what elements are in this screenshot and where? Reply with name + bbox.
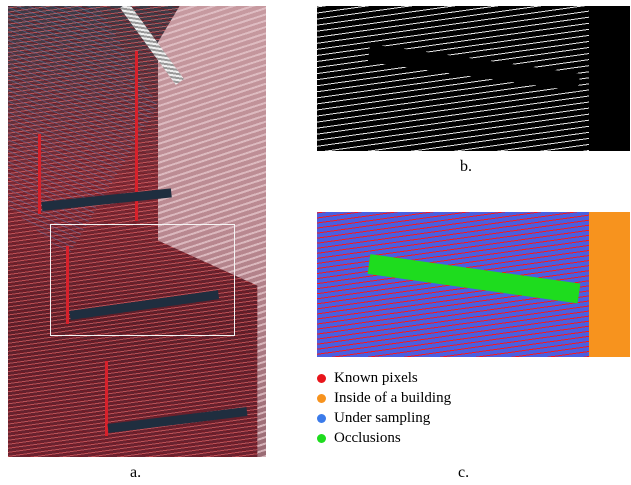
pole-3 — [66, 246, 69, 324]
legend-label: Under sampling — [334, 410, 431, 426]
selection-rectangle — [50, 224, 235, 336]
legend-item: Inside of a building — [317, 388, 451, 408]
caption-a: a. — [130, 464, 142, 481]
legend-dot-occlusions — [317, 433, 326, 443]
binary-mask-image — [317, 6, 630, 151]
legend-dot-known — [317, 373, 326, 383]
pole-2 — [135, 51, 138, 221]
pole-shadow-3 — [107, 406, 248, 433]
legend: Known pixels Inside of a building Under … — [317, 368, 451, 448]
legend-label: Occlusions — [334, 430, 401, 446]
point-cloud-image — [8, 6, 266, 457]
caption-c: c. — [458, 464, 470, 481]
legend-dot-building — [317, 393, 326, 403]
pole-1 — [38, 134, 41, 214]
legend-item: Under sampling — [317, 408, 451, 428]
legend-label: Inside of a building — [334, 390, 452, 406]
legend-label: Known pixels — [334, 370, 418, 386]
legend-item: Known pixels — [317, 368, 451, 388]
legend-item: Occlusions — [317, 428, 451, 448]
classified-mask-image — [317, 212, 630, 357]
pole-4 — [105, 361, 108, 436]
legend-dot-undersampling — [317, 413, 326, 423]
caption-b: b. — [460, 158, 472, 175]
building-region — [589, 212, 630, 357]
